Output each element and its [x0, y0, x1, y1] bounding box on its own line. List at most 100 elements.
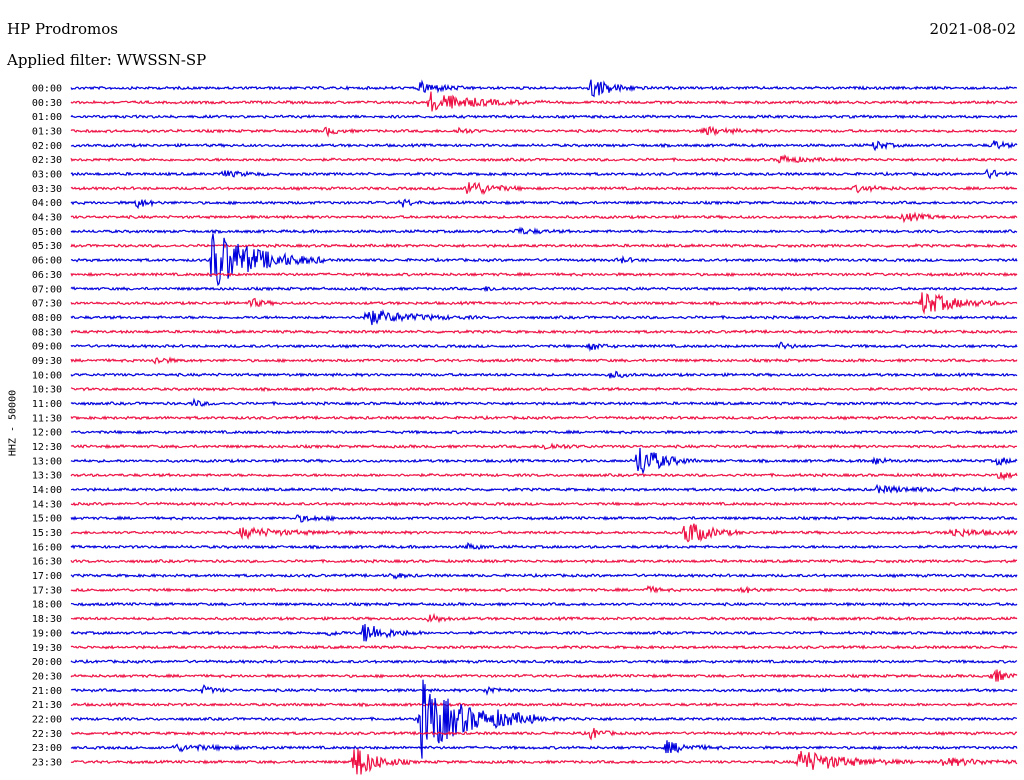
time-tick-label: 17:00: [32, 571, 62, 582]
time-tick-label: 14:00: [32, 485, 62, 496]
trace-line: [70, 113, 1018, 120]
time-tick-label: 10:30: [32, 385, 62, 396]
time-tick-label: 09:00: [32, 342, 62, 353]
time-tick-label: 02:00: [32, 141, 62, 152]
trace-line: [70, 154, 1018, 164]
time-tick-label: 22:00: [32, 714, 62, 725]
time-tick-label: 18:30: [32, 614, 62, 625]
trace-line: [70, 271, 1018, 278]
time-tick-label: 12:00: [32, 428, 62, 439]
trace-line: [70, 740, 1018, 754]
time-tick-label: 16:30: [32, 557, 62, 568]
trace-line: [70, 242, 1018, 249]
trace-line: [70, 91, 1018, 112]
trace-line: [70, 572, 1018, 580]
time-tick-label: 21:30: [32, 700, 62, 711]
trace-line: [70, 414, 1018, 421]
time-tick-label: 06:30: [32, 270, 62, 281]
trace-line: [70, 233, 1018, 287]
time-tick-label: 00:00: [32, 84, 62, 95]
trace-line: [70, 558, 1018, 564]
time-tick-label: 06:00: [32, 256, 62, 267]
time-tick-label: 03:30: [32, 184, 62, 195]
time-tick-label: 23:30: [32, 757, 62, 768]
trace-line: [70, 523, 1018, 543]
trace-line: [70, 181, 1018, 196]
time-tick-label: 10:00: [32, 370, 62, 381]
trace-line: [70, 198, 1018, 210]
time-tick-label: 19:30: [32, 643, 62, 654]
trace-line: [70, 292, 1018, 315]
trace-line: [70, 514, 1018, 523]
time-tick-label: 13:00: [32, 456, 62, 467]
time-tick-label: 07:00: [32, 284, 62, 295]
trace-line: [70, 483, 1018, 495]
time-tick-label: 14:30: [32, 499, 62, 510]
time-tick-label: 09:30: [32, 356, 62, 367]
trace-line: [70, 644, 1018, 651]
date-label: 2021-08-02: [929, 20, 1016, 38]
filter-label: Applied filter: WWSSN-SP: [7, 51, 207, 69]
time-tick-label: 12:30: [32, 442, 62, 453]
time-tick-label: 22:30: [32, 729, 62, 740]
time-tick-label: 20:00: [32, 657, 62, 668]
time-tick-label: 05:00: [32, 227, 62, 238]
time-tick-label: 00:30: [32, 98, 62, 109]
trace-line: [70, 140, 1018, 152]
trace-line: [70, 669, 1018, 682]
trace-line: [70, 429, 1018, 435]
trace-line: [70, 679, 1018, 759]
time-tick-label: 08:00: [32, 313, 62, 324]
trace-line: [70, 226, 1018, 236]
trace-line: [71, 727, 1018, 741]
time-tick-label: 02:30: [32, 155, 62, 166]
time-tick-label: 08:30: [32, 327, 62, 338]
trace-line: [70, 386, 1018, 393]
trace-line: [70, 211, 1018, 224]
trace-line: [70, 397, 1018, 407]
trace-line: [70, 585, 1018, 594]
time-tick-label: 15:30: [32, 528, 62, 539]
time-tick-label: 15:00: [32, 514, 62, 525]
trace-line: [70, 168, 1018, 180]
trace-line: [70, 601, 1018, 608]
time-tick-label: 19:00: [32, 628, 62, 639]
time-tick-label: 23:00: [32, 743, 62, 754]
trace-line: [70, 684, 1018, 696]
trace-line: [70, 612, 1018, 624]
trace-line: [70, 701, 1018, 708]
time-tick-label: 21:00: [32, 686, 62, 697]
trace-line: [70, 370, 1018, 379]
trace-line: [70, 285, 1018, 293]
trace-line: [70, 328, 1018, 335]
time-tick-label: 04:00: [32, 198, 62, 209]
time-tick-label: 17:30: [32, 585, 62, 596]
trace-line: [70, 623, 1018, 642]
trace-line: [70, 356, 1018, 365]
time-tick-label: 07:30: [32, 299, 62, 310]
time-tick-label: 11:00: [32, 399, 62, 410]
time-tick-label: 18:00: [32, 600, 62, 611]
trace-line: [70, 748, 1018, 775]
trace-line: [70, 308, 1018, 326]
time-tick-label: 03:00: [32, 170, 62, 181]
time-tick-label: 16:00: [32, 542, 62, 553]
trace-line: [70, 79, 1018, 98]
trace-line: [70, 341, 1018, 352]
trace-line: [70, 501, 1018, 507]
time-tick-label: 05:30: [32, 241, 62, 252]
time-tick-label: 20:30: [32, 671, 62, 682]
trace-line: [70, 447, 1018, 476]
time-tick-label: 04:30: [32, 213, 62, 224]
trace-line: [70, 542, 1018, 551]
trace-line: [70, 125, 1018, 138]
station-title: HP Prodromos: [7, 20, 118, 38]
trace-line: [70, 658, 1018, 665]
time-tick-label: 11:30: [32, 413, 62, 424]
trace-line: [70, 442, 1018, 450]
time-tick-label: 13:30: [32, 471, 62, 482]
time-tick-label: 01:30: [32, 127, 62, 138]
time-tick-label: 01:00: [32, 112, 62, 123]
trace-line: [70, 471, 1018, 482]
